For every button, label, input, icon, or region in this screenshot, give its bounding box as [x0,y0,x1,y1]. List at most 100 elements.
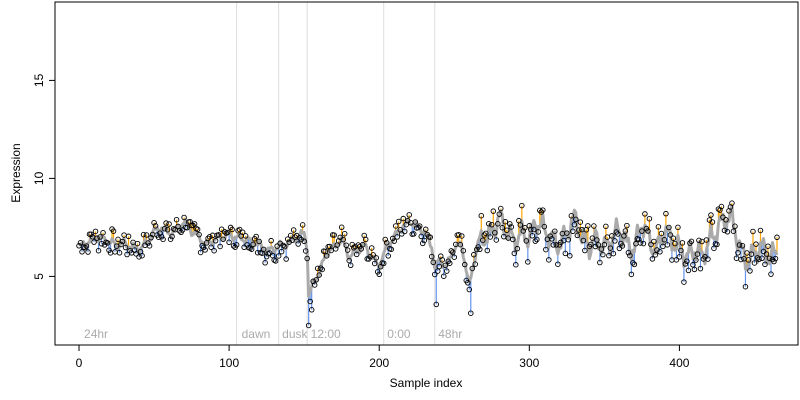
point-408 [688,238,695,245]
point-339 [585,223,591,229]
point-302 [529,232,536,239]
point-102 [229,226,235,233]
point-61 [167,236,174,242]
point-328 [568,213,575,219]
point-316 [550,242,557,248]
point-242 [439,257,446,263]
point-369 [630,260,636,266]
point-155 [308,307,315,313]
point-290 [511,250,518,257]
point-459 [765,243,771,249]
point-90 [211,247,217,254]
point-353 [606,252,612,259]
point-403 [681,279,687,285]
point-48 [148,234,154,241]
point-256 [460,247,467,254]
point-461 [768,271,774,277]
point-392 [664,242,671,248]
point-118 [253,233,259,240]
point-42 [139,252,145,259]
point-418 [703,237,710,243]
point-355 [609,233,615,239]
point-296 [520,228,527,234]
point-20 [106,247,112,253]
point-271 [483,230,489,237]
point-425 [714,241,720,248]
point-180 [346,257,352,264]
point-93 [215,232,222,238]
point-257 [462,261,468,268]
point-348 [598,246,605,252]
point-115 [248,246,255,252]
point-393 [666,224,672,231]
point-268 [478,212,485,219]
point-285 [504,227,510,233]
point-212 [394,234,400,240]
point-249 [450,249,456,255]
point-94 [217,243,223,250]
point-40 [136,254,142,260]
point-62 [169,233,175,240]
point-97 [221,229,228,235]
point-2 [79,249,85,255]
point-406 [685,267,692,274]
point-428 [718,203,725,210]
point-128 [268,237,274,244]
point-288 [508,224,515,230]
point-292 [514,245,521,252]
point-345 [594,237,600,243]
point-463 [771,258,777,265]
point-137 [281,243,288,250]
point-351 [603,223,609,230]
point-253 [456,232,462,238]
point-27 [116,250,123,256]
annotation-dawn: dawn [242,327,271,341]
point-183 [350,244,357,251]
point-12 [94,235,100,241]
point-366 [625,249,632,256]
point-399 [675,224,681,231]
point-189 [359,241,366,248]
point-123 [260,246,267,253]
point-442 [739,243,746,249]
point-76 [190,222,196,229]
x-tick-label-100: 100 [219,356,239,370]
point-56 [160,236,166,243]
point-334 [577,219,584,225]
point-446 [745,257,752,263]
point-314 [547,233,554,239]
point-260 [466,286,473,293]
point-279 [495,221,501,227]
point-170 [331,232,337,238]
point-198 [373,255,379,261]
point-405 [684,258,690,264]
point-217 [401,228,408,235]
point-318 [553,242,560,248]
point-229 [419,240,426,247]
point-436 [730,228,737,234]
point-224 [412,219,418,225]
point-332 [574,232,581,239]
point-343 [591,223,597,229]
point-377 [642,211,648,217]
point-319 [555,261,561,267]
point-1 [77,240,84,246]
point-88 [208,244,214,250]
point-330 [571,221,578,228]
point-397 [672,240,678,247]
point-383 [651,238,657,245]
point-435 [729,200,735,206]
point-455 [759,255,765,262]
point-350 [601,241,608,248]
point-386 [655,224,662,230]
annotation-48hr: 48hr [438,327,462,341]
point-370 [631,261,638,268]
point-100 [226,239,232,246]
point-317 [552,228,558,234]
y-tick-label-5: 5 [32,273,46,280]
point-274 [487,234,494,240]
point-124 [262,260,268,266]
point-306 [535,229,542,235]
point-342 [589,235,596,241]
